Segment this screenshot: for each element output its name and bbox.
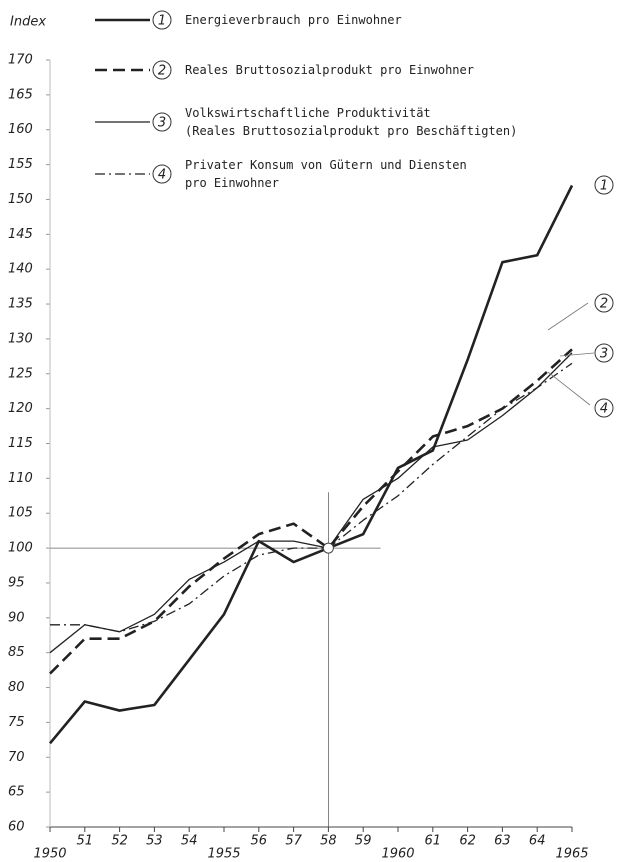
x-tick-label: 51 (77, 834, 94, 849)
marker-circle (594, 398, 614, 418)
series-line (50, 362, 573, 633)
y-tick-label: 120 (8, 401, 33, 416)
marker-number: 4 (600, 402, 608, 417)
marker-number: 1 (158, 14, 166, 29)
series-line (49, 352, 573, 654)
y-axis-label: Index (10, 15, 46, 30)
marker-number: 3 (158, 116, 166, 131)
marker-circle (152, 164, 172, 184)
y-tick-label: 160 (8, 122, 33, 137)
y-tick-label: 140 (8, 262, 33, 277)
marker-circle (594, 293, 614, 313)
marker-number: 2 (158, 64, 166, 79)
marker-circle (594, 343, 614, 363)
y-tick-label: 115 (8, 436, 33, 451)
y-tick-label: 150 (8, 192, 33, 207)
marker-number: 1 (600, 179, 608, 194)
x-tick-label: 64 (529, 834, 546, 849)
y-tick-label: 90 (8, 610, 25, 625)
leader-line (547, 371, 591, 406)
x-tick-label: 58 (320, 834, 337, 849)
marker-number: 3 (600, 347, 608, 362)
x-tick-label: 53 (146, 834, 163, 849)
y-tick-label: 105 (8, 506, 33, 521)
y-tick-label: 60 (8, 820, 25, 835)
y-tick-label: 135 (8, 297, 33, 312)
y-tick-label: 165 (8, 87, 33, 102)
legend-label: Reales Bruttosozialprodukt pro Einwohner (185, 63, 474, 77)
y-tick-label: 100 (8, 541, 33, 556)
legend-label: Volkswirtschaftliche Produktivität (Real… (185, 106, 518, 138)
x-tick-label: 63 (494, 834, 511, 849)
y-tick-label: 130 (8, 331, 33, 346)
x-tick-label: 54 (181, 834, 198, 849)
y-tick-label: 95 (8, 575, 25, 590)
leader-line (559, 352, 595, 357)
x-tick-label: 62 (459, 834, 476, 849)
marker-circle (152, 60, 172, 80)
y-tick-label: 85 (8, 645, 25, 660)
y-tick-label: 110 (8, 471, 33, 486)
x-tick-label: 61 (425, 834, 442, 849)
legend-label: Energieverbrauch pro Einwohner (185, 13, 402, 27)
y-tick-label: 70 (8, 750, 25, 765)
series-line (49, 348, 573, 675)
y-tick-label: 125 (8, 366, 33, 381)
y-tick-label: 155 (8, 157, 33, 172)
x-tick-label: 52 (111, 834, 128, 849)
marker-circle (152, 112, 172, 132)
y-tick-label: 65 (8, 785, 25, 800)
y-tick-label: 145 (8, 227, 33, 242)
y-tick-label: 170 (8, 53, 33, 68)
y-tick-label: 80 (8, 680, 25, 695)
reference-point (322, 542, 334, 554)
series-line (49, 184, 574, 745)
marker-number: 2 (600, 297, 608, 312)
x-tick-label: 1965 (555, 847, 588, 862)
x-tick-label: 59 (355, 834, 372, 849)
legend-label: Privater Konsum von Gütern und Diensten … (185, 158, 467, 190)
x-tick-label: 1950 (33, 847, 66, 862)
x-tick-label: 57 (285, 834, 302, 849)
marker-number: 4 (158, 168, 166, 183)
x-tick-label: 56 (251, 834, 268, 849)
x-tick-label: 1955 (207, 847, 240, 862)
marker-circle (152, 10, 172, 30)
leader-line (547, 302, 589, 331)
marker-circle (594, 175, 614, 195)
y-tick-label: 75 (8, 715, 25, 730)
x-tick-label: 1960 (381, 847, 414, 862)
